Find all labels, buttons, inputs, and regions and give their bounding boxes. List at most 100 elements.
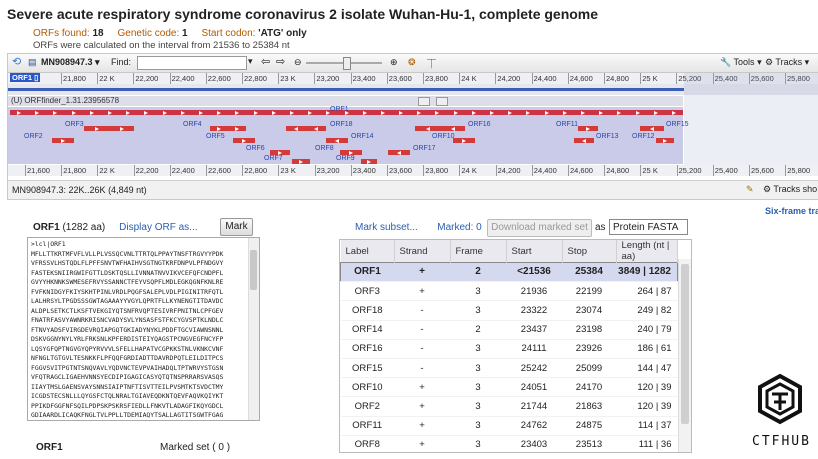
orf-feature-orf13[interactable] [574,138,594,143]
ruler-tick [350,73,352,84]
table-cell: + [394,281,450,302]
orf-results-table: Label Strand Frame Start Stop Length (nt… [339,239,692,453]
orf-feature-orf4[interactable] [210,126,246,131]
orf-feature-orf14[interactable] [326,138,348,143]
col-label[interactable]: Label [340,240,395,263]
six-frame-link[interactable]: Six-frame tra [765,206,818,216]
mark-subset-link[interactable]: Mark subset... [355,222,418,233]
pencil-icon[interactable]: ✎ [746,184,754,194]
ruler-tick [386,73,388,84]
orf-feature-orf7[interactable] [292,159,310,164]
table-cell: + [394,416,450,436]
display-orf-as-link[interactable]: Display ORF as... [119,222,198,233]
download-marked-button[interactable]: Download marked set [487,219,592,237]
arrow-left-icon [425,127,430,131]
tracks-menu[interactable]: ⚙ Tracks ▾ [765,57,810,67]
fit-icon[interactable]: ⏉ [427,59,437,69]
ruler-tick-label: 23,400 [352,166,376,175]
find-input[interactable] [137,56,247,70]
ruler-tick-label: 25 K [642,74,658,83]
orf-feature-orf6[interactable] [270,150,290,155]
orf-feature-orf10[interactable] [453,138,475,143]
tools-menu[interactable]: 🔧 Tools ▾ [720,57,762,67]
track-close-icon[interactable] [436,97,448,106]
table-row[interactable]: ORF16-3 24111 23926 186 | 61 [340,339,678,359]
orf-feature-orf18[interactable] [286,126,326,131]
orf-feature-orf9[interactable] [361,159,377,164]
orf-feature-orf3[interactable] [84,126,134,131]
orf-label: ORF4 [183,121,202,128]
table-row[interactable]: ORF11 +3 24762 24875 114 | 37 [340,416,678,436]
mark-button[interactable]: Mark [220,218,253,236]
ruler-tick [314,73,316,84]
arrow-right-icon [17,111,22,115]
viewer-toolbar: ⟲ ▤ MN908947.3 ▾ Find: ▾ ⇦ ⇨ ⊖ ⊕ ❂ ⏉ 🔧 T… [8,54,818,73]
accession-menu[interactable]: MN908947.3 ▾ [41,57,100,67]
arrow-right-icon [89,111,94,115]
forward-arrow-icon[interactable]: ⇨ [276,56,286,68]
orf-feature-orf12[interactable] [656,138,674,143]
table-row[interactable]: ORF15-3 25242 25099 144 | 47 [340,358,678,379]
arrow-left-icon [314,127,318,131]
format-select[interactable]: Protein FASTA ⌄ [609,219,688,249]
orf-label: ORF10 [432,133,455,140]
orf-feature-orf16[interactable] [415,126,465,131]
sequence-viewer[interactable]: ⟲ ▤ MN908947.3 ▾ Find: ▾ ⇦ ⇨ ⊖ ⊕ ❂ ⏉ 🔧 T… [7,53,818,200]
orf-feature-orf1[interactable] [10,110,683,115]
start-codon-value: 'ATG' only [258,28,307,39]
orf-feature-orf2[interactable] [52,138,74,143]
table-cell: 23198 [562,320,616,340]
ruler-tick-label: 21,600 [27,166,50,175]
zoom-slider-handle[interactable] [343,57,351,70]
table-cell: 23403 [506,435,562,452]
table-row[interactable]: ORF18-3 23322 23074 249 | 82 [340,300,678,321]
col-stop[interactable]: Stop [562,240,617,263]
orf-label: ORF13 [596,133,619,140]
table-cell: ORF10 [340,377,394,398]
orf-feature-orf17[interactable] [388,150,410,155]
find-dropdown-icon[interactable]: ▾ [248,56,253,66]
ruler-tick-label: 22,800 [244,166,268,175]
ruler-tick [133,165,135,176]
arrow-right-icon [119,127,124,131]
ruler-tick [61,73,62,84]
col-frame[interactable]: Frame [450,240,507,263]
bottom-ruler: 21,600 21,800 22 K 22,200 22,400 22,600 22,800… [8,165,818,176]
ruler-tick [242,165,244,176]
col-start[interactable]: Start [506,240,563,263]
marked-count: Marked: 0 [437,222,482,233]
refresh-icon[interactable]: ⟲ [12,56,22,68]
ruler-tick [169,165,171,176]
table-row[interactable]: ORF2 +3 21744 21863 120 | 39 [340,396,678,417]
table-scrollbar[interactable] [678,259,691,452]
track-settings-icon[interactable] [418,97,430,106]
zoom-out-icon[interactable]: ⊖ [294,57,302,67]
tab-marked-set[interactable]: Marked set ( 0 ) [160,442,231,453]
table-row[interactable]: ORF10 +3 24051 24170 120 | 39 [340,377,678,398]
table-row[interactable]: ORF8 +3 23403 23513 111 | 36 [340,435,678,452]
ruler-tick-label: 23,400 [352,74,376,83]
tab-orf1[interactable]: ORF1 [36,442,63,453]
orf-feature-orf15[interactable] [640,126,664,131]
table-cell: 249 | 82 [616,300,678,321]
orf-feature-orf5[interactable] [233,138,255,143]
zoom-in-icon[interactable]: ⊕ [390,57,398,67]
watermark-text: CTFHUB [752,434,811,449]
sequence-textarea[interactable]: >lcl|ORF1 MFLLTTKRTMFVFLVLLPLVSSQCVNLTTR… [27,237,260,421]
ruler-tick-label: 21,800 [63,166,87,175]
sequence-scrollbar[interactable] [248,238,259,420]
orf-feature-orf11[interactable] [578,126,598,131]
table-row[interactable]: ORF14-2 23437 23198 240 | 79 [340,320,678,340]
table-row[interactable]: ORF3 +3 21936 22199 264 | 87 [340,281,678,302]
orf-summary: ORFs found: 18 Genetic code: 1 Start cod… [33,28,307,39]
binoculars-icon[interactable]: ❂ [408,57,416,67]
tracks-show-button[interactable]: ⚙ Tracks sho [763,184,818,194]
col-strand[interactable]: Strand [394,240,451,263]
table-row[interactable]: ORF1 +2 <21536 25384 3849 | 1282 [340,262,678,283]
arrow-left-icon [582,139,586,143]
back-arrow-icon[interactable]: ⇦ [261,56,271,68]
orf-track: ORF1 ORF3 ORF4 ORF18 ORF16 ORF11 ORF15 ORF2 ORF5… [8,106,689,164]
col-length[interactable]: Length (nt | aa) [616,240,678,263]
ruler-tick-label: 24 K [461,166,477,175]
orf-feature-orf8[interactable] [340,150,362,155]
